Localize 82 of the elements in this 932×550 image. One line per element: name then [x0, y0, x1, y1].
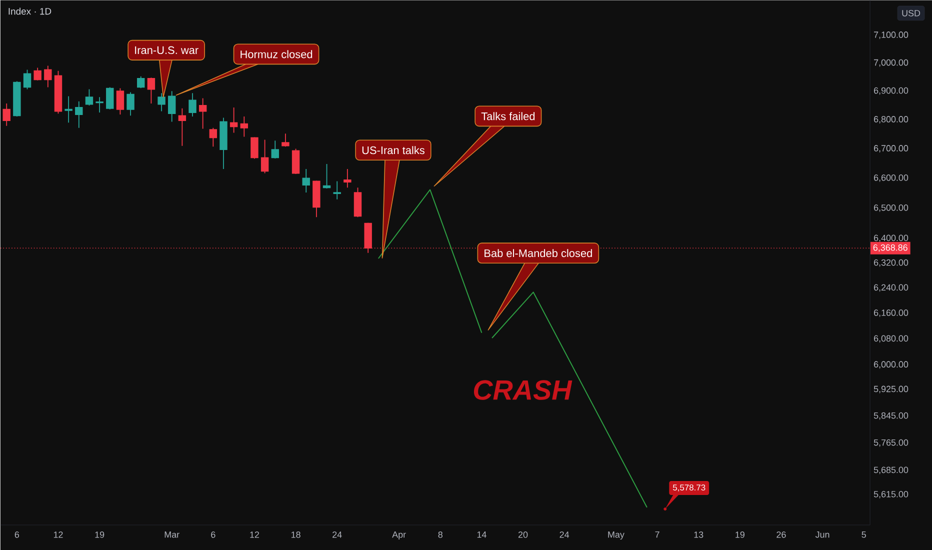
x-tick-label: 5	[862, 532, 866, 538]
y-tick-label: 7,100.00	[874, 32, 908, 39]
candlestick	[188, 92, 196, 117]
candlestick	[137, 76, 145, 89]
y-tick-label: 6,080.00	[874, 335, 908, 343]
y-tick-label: 6,000.00	[874, 361, 908, 369]
candlestick	[312, 180, 320, 218]
candlestick	[168, 90, 176, 122]
x-tick-label: 18	[291, 532, 300, 538]
annotation: CRASH	[474, 380, 572, 400]
y-tick-label: 6,320.00	[874, 259, 908, 267]
candlestick	[271, 140, 279, 159]
y-tick-label: 7,000.00	[874, 59, 908, 67]
candlestick	[220, 117, 228, 170]
candlestick	[354, 187, 362, 218]
candlestick	[147, 77, 156, 104]
x-tick-label: 13	[694, 532, 704, 538]
x-tick-label: May	[608, 532, 624, 540]
x-tick-label: 12	[54, 532, 63, 538]
y-tick-label: 6,240.00	[874, 284, 908, 292]
candlestick	[302, 168, 310, 193]
candlestick	[178, 108, 186, 146]
y-tick-label: 5,845.00	[874, 412, 908, 420]
x-tick-label: 6	[211, 532, 216, 538]
x-tick-label: 12	[250, 532, 260, 538]
candlestick	[344, 168, 352, 188]
candlestick	[85, 88, 94, 106]
x-tick-label: Jun	[815, 532, 830, 538]
annotation: Talks failed	[481, 112, 535, 120]
y-tick-label: 6,600.00	[874, 174, 908, 182]
x-tick-label: 8	[438, 532, 442, 538]
candlestick	[34, 67, 42, 81]
candlestick	[250, 136, 258, 160]
y-tick-label: 6,160.00	[874, 310, 908, 317]
x-tick-label: 19	[736, 532, 744, 538]
candlestick	[13, 80, 21, 117]
x-tick-label: 24	[560, 532, 570, 538]
y-tick-label: 6,400.00	[874, 234, 908, 242]
y-tick-label: 5,685.00	[874, 466, 908, 474]
y-tick-label: 5,925.00	[874, 386, 908, 394]
y-tick-label: 6,900.00	[874, 87, 908, 95]
x-tick-label: Mar	[164, 532, 180, 538]
x-tick-label: 26	[776, 532, 786, 538]
candlestick	[260, 139, 269, 174]
ref-line-label: 6,368.86	[873, 244, 908, 252]
y-axis-title: USD	[902, 10, 920, 16]
candlestick	[240, 116, 248, 138]
x-tick-label: 24	[332, 532, 342, 538]
candlestick	[198, 98, 207, 130]
candlestick	[23, 69, 32, 90]
candlestick	[292, 148, 300, 174]
candlestick	[116, 88, 124, 116]
candlestick	[209, 127, 218, 148]
candlestick	[2, 103, 10, 126]
candlestick	[44, 65, 52, 88]
candlestick	[230, 107, 238, 134]
annotation: Iran-U.S. war	[135, 46, 198, 54]
y-tick-label: 5,765.00	[874, 439, 908, 447]
x-tick-label: 14	[477, 532, 486, 538]
annotation: 5,578.73	[672, 484, 706, 492]
annotation: US-Iran talks	[362, 146, 424, 154]
y-tick-label: 6,800.00	[874, 116, 908, 124]
candlestick	[64, 96, 72, 124]
x-tick-label: 7	[655, 532, 660, 538]
x-tick-label: 6	[14, 532, 20, 538]
y-tick-label: 6,700.00	[874, 145, 908, 152]
x-tick-label: 20	[518, 532, 528, 538]
candlestick	[333, 180, 341, 200]
candlestick	[282, 133, 290, 148]
text: Index · 1D	[8, 8, 52, 15]
x-tick-label: 19	[95, 532, 104, 538]
y-tick-label: 5,615.00	[874, 491, 908, 498]
candlestick	[126, 92, 134, 116]
annotation: Bab el-Mandeb closed	[484, 249, 592, 258]
y-tick-label: 6,500.00	[874, 204, 908, 212]
candlestick	[106, 86, 114, 110]
candlestick	[96, 96, 104, 113]
x-tick-label: Apr	[392, 532, 406, 540]
candlestick	[75, 100, 83, 128]
candlestick	[158, 92, 166, 112]
annotation: Hormuz closed	[240, 50, 312, 58]
candlestick	[54, 70, 62, 114]
